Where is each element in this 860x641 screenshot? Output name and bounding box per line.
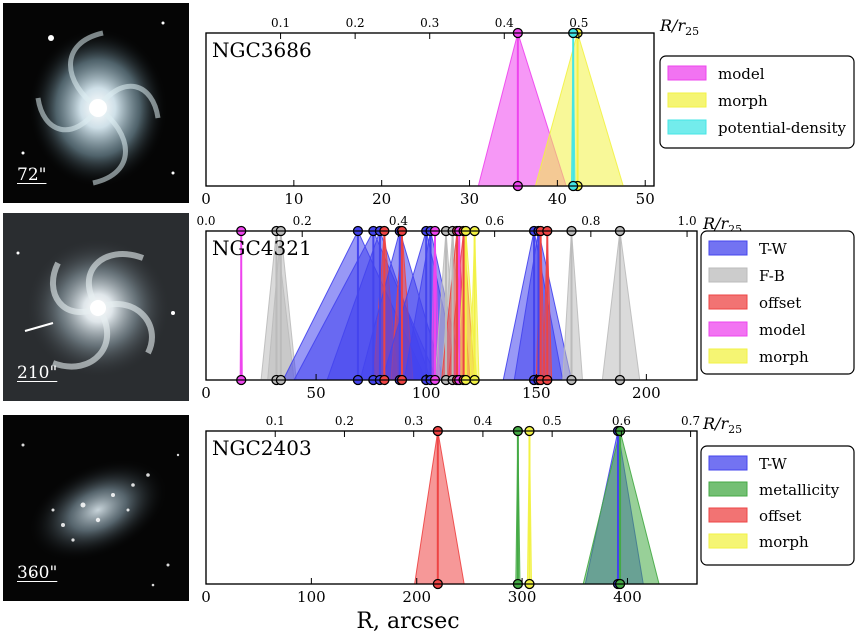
top-tick-label: 0.1 bbox=[266, 414, 285, 428]
top-tick-label: 0.2 bbox=[346, 16, 365, 30]
top-axis-label: R/r25 bbox=[659, 16, 699, 38]
plot-frame-border bbox=[205, 430, 698, 585]
top-tick-label: 0.1 bbox=[271, 16, 290, 30]
x-tick-label: 50 bbox=[636, 190, 655, 208]
x-tick-label: 150 bbox=[522, 384, 551, 402]
spiral-galaxy-graphic bbox=[16, 238, 175, 378]
x-tick-label: 200 bbox=[402, 588, 431, 606]
spiral-galaxy-graphic bbox=[21, 443, 180, 587]
legend-swatch-model bbox=[667, 65, 707, 81]
legend-swatch-morph bbox=[708, 348, 748, 364]
top-tick-label: 0.6 bbox=[612, 414, 631, 428]
x-tick-label: 400 bbox=[613, 588, 642, 606]
galaxy-image-ngc2403: 360" bbox=[3, 415, 189, 601]
legend-swatch-potential-density bbox=[667, 119, 707, 135]
legend-label: model bbox=[718, 65, 765, 83]
legend-swatch-t-w bbox=[708, 455, 748, 471]
top-tick-label: 0.4 bbox=[473, 414, 492, 428]
x-tick-label: 100 bbox=[412, 384, 441, 402]
galaxy-name-label: NGC4321 bbox=[212, 236, 312, 260]
legend: T-W metallicity offset morph bbox=[700, 445, 855, 566]
x-tick-label: 50 bbox=[307, 384, 326, 402]
image-scale-label: 72" bbox=[17, 165, 47, 185]
legend-label: T-W bbox=[759, 240, 787, 258]
x-tick-label: 40 bbox=[548, 190, 567, 208]
galaxy-name-label: NGC2403 bbox=[212, 436, 312, 460]
x-tick-label: 0 bbox=[201, 588, 211, 606]
galaxy-name-label: NGC3686 bbox=[212, 38, 312, 62]
legend-label: offset bbox=[759, 507, 801, 525]
legend-swatch-offset bbox=[708, 507, 748, 523]
top-tick-label: 0.2 bbox=[293, 214, 312, 228]
legend-label: F-B bbox=[759, 267, 785, 285]
top-tick-label: 0.8 bbox=[581, 214, 600, 228]
legend-label: potential-density bbox=[718, 119, 846, 137]
x-tick-label: 10 bbox=[284, 190, 303, 208]
legend: T-W F-B offset model morph bbox=[700, 230, 855, 375]
panel-ngc3686: 0 10 20 30 40 50 0.1 0.2 0.3 0.4 0.5 R/r25 NGC3686 mo… bbox=[201, 16, 855, 208]
x-tick-label: 20 bbox=[372, 190, 391, 208]
panel-ngc2403: 0 100 200 300 400 0.1 0.2 0.3 0.4 0.5 0.6 0.7 R/r25 N… bbox=[201, 414, 855, 606]
top-tick-label: 0.0 bbox=[196, 214, 215, 228]
spiral-galaxy-graphic bbox=[21, 21, 175, 188]
legend-label: morph bbox=[759, 348, 809, 366]
legend-box bbox=[659, 55, 855, 149]
x-tick-label: 30 bbox=[460, 190, 479, 208]
legend-swatch-offset bbox=[708, 294, 748, 310]
top-tick-label: 0.3 bbox=[404, 414, 423, 428]
top-tick-label: 0.5 bbox=[569, 16, 588, 30]
top-tick-label: 1.0 bbox=[678, 214, 697, 228]
x-tick-label: 0 bbox=[201, 384, 211, 402]
top-tick-label: 0.4 bbox=[495, 16, 514, 30]
legend-label: model bbox=[759, 321, 806, 339]
galaxy-image-ngc3686: 72" bbox=[3, 3, 189, 203]
top-tick-label: 0.3 bbox=[420, 16, 439, 30]
x-tick-label: 0 bbox=[201, 190, 211, 208]
galaxy-image-ngc4321: 210" bbox=[3, 213, 189, 401]
x-axis-label: R, arcsec bbox=[356, 609, 459, 634]
legend-label: morph bbox=[718, 92, 768, 110]
top-tick-label: 0.7 bbox=[681, 414, 700, 428]
image-scale-label: 360" bbox=[17, 563, 58, 583]
top-axis-label: R/r25 bbox=[702, 414, 742, 436]
legend-swatch-model bbox=[708, 321, 748, 337]
legend-swatch-metallicity bbox=[708, 481, 748, 497]
legend-label: morph bbox=[759, 533, 809, 551]
legend-swatch-f-b bbox=[708, 267, 748, 283]
legend-label: T-W bbox=[759, 455, 787, 473]
x-tick-label: 100 bbox=[297, 588, 326, 606]
legend-swatch-t-w bbox=[708, 240, 748, 256]
top-tick-label: 0.6 bbox=[485, 214, 504, 228]
legend-swatch-morph bbox=[667, 92, 707, 108]
legend-box bbox=[700, 230, 855, 375]
x-tick-label: 200 bbox=[632, 384, 661, 402]
legend-label: metallicity bbox=[759, 481, 840, 499]
plot-frame-border bbox=[205, 230, 698, 381]
x-tick-label: 300 bbox=[508, 588, 537, 606]
data-markers bbox=[414, 425, 660, 590]
image-scale-label: 210" bbox=[17, 363, 58, 383]
top-tick-label: 0.2 bbox=[335, 414, 354, 428]
legend-label: offset bbox=[759, 294, 801, 312]
top-tick-label: 0.5 bbox=[543, 414, 562, 428]
legend: model morph potential-density bbox=[659, 55, 855, 149]
legend-swatch-morph bbox=[708, 533, 748, 549]
top-tick-label: 0.4 bbox=[389, 214, 408, 228]
plot-panels: 0 10 20 30 40 50 0.1 0.2 0.3 0.4 0.5 R/r25 NGC3686 mo… bbox=[196, 16, 855, 606]
